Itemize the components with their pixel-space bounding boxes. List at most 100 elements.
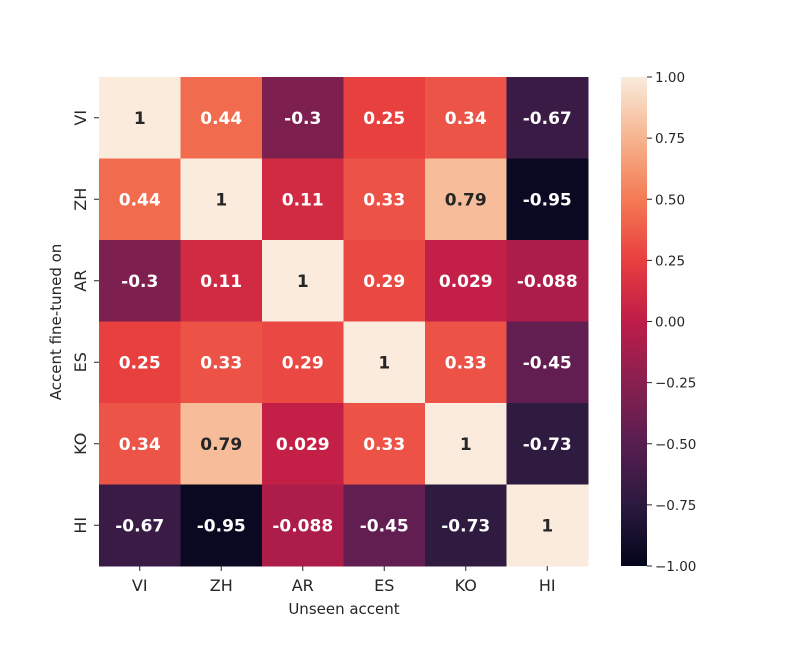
x-tick-labels: VI ZH AR ES KO HI [132, 566, 556, 595]
y-tick-labels: VI ZH AR ES KO HI [71, 110, 99, 534]
colorbar [621, 77, 647, 566]
heatmap-cell [506, 321, 589, 404]
heatmap-cell [99, 77, 181, 159]
heatmap-cell [425, 77, 507, 159]
colorbar-tick-label: 0.75 [655, 131, 685, 147]
cell-value-label: -0.67 [115, 516, 164, 536]
heatmap-cell [180, 403, 263, 485]
heatmap-cell [180, 240, 263, 322]
cell-value-label: 0.29 [282, 353, 324, 373]
heatmap-cell [506, 240, 589, 322]
cell-value-label: 0.33 [363, 435, 405, 455]
heatmap-cell [343, 484, 426, 567]
cell-value-label: 0.11 [282, 190, 324, 210]
heatmap-cell [425, 403, 507, 485]
x-tick-label: ZH [210, 576, 233, 595]
heatmap-cell [425, 158, 507, 241]
colorbar-tick-label: 1.00 [655, 70, 685, 86]
y-tick-label: ES [71, 352, 90, 372]
cell-value-label: -0.45 [360, 516, 409, 536]
cell-value-label: 1 [215, 190, 227, 210]
heatmap-cell [262, 403, 344, 485]
cell-value-label: -0.3 [284, 109, 321, 129]
cell-value-label: 0.33 [200, 353, 242, 373]
cell-value-label: 0.34 [445, 109, 487, 129]
cell-value-label: 0.44 [119, 190, 161, 210]
cell-value-label: 0.33 [445, 353, 487, 373]
cell-value-label: -0.67 [523, 109, 572, 129]
cell-value-label: -0.73 [441, 516, 490, 536]
cell-value-label: -0.45 [523, 353, 572, 373]
cell-value-label: -0.3 [121, 272, 158, 292]
cell-value-label: 0.79 [200, 435, 242, 455]
heatmap-cell [262, 77, 344, 159]
heatmap-cell [343, 240, 426, 322]
y-tick-label: VI [71, 110, 90, 126]
x-tick-label: AR [292, 576, 314, 595]
heatmap-cell [506, 158, 589, 241]
heatmap-cell [343, 403, 426, 485]
cell-value-label: 0.79 [445, 190, 487, 210]
colorbar-tick-label: −0.25 [655, 376, 696, 392]
heatmap-cell [99, 240, 181, 322]
heatmap-cell [180, 77, 263, 159]
y-tick-label: HI [71, 517, 90, 534]
cell-value-label: 1 [134, 109, 146, 129]
heatmap-cell [180, 321, 263, 404]
cell-value-label: 0.25 [119, 353, 161, 373]
cell-value-label: -0.73 [523, 435, 572, 455]
cell-value-label: -0.95 [197, 516, 246, 536]
y-axis-label: Accent fine-tuned on [47, 244, 65, 401]
heatmap-cells: 1 0.44 -0.3 0.25 0.34 -0.67 0.44 1 0.11 0.33 0.79 -… [99, 77, 589, 567]
heatmap-cell [99, 403, 181, 485]
heatmap-cell [262, 321, 344, 404]
x-tick-label: HI [539, 576, 556, 595]
cell-value-label: -0.088 [517, 272, 578, 292]
heatmap-cell [99, 484, 181, 567]
y-tick-label: KO [71, 433, 90, 455]
cell-value-label: 0.29 [363, 272, 405, 292]
cell-value-label: 0.33 [363, 190, 405, 210]
heatmap-cell [180, 484, 263, 567]
colorbar-tick-label: 0.50 [655, 192, 685, 208]
cell-value-label: 0.029 [276, 435, 330, 455]
colorbar-ticks: 1.00 0.75 0.50 0.25 0.00 −0.25 −0.50 −0.75 −1.00 [647, 70, 696, 575]
heatmap-cell [506, 77, 589, 159]
cell-value-label: 0.34 [119, 435, 161, 455]
cell-value-label: 1 [297, 272, 309, 292]
heatmap-cell [425, 240, 507, 322]
cell-value-label: 0.44 [200, 109, 242, 129]
x-tick-label: ES [374, 576, 394, 595]
colorbar-tick-label: 0.25 [655, 253, 685, 269]
colorbar-tick-label: 0.00 [655, 315, 685, 331]
y-tick-label: ZH [71, 188, 90, 211]
heatmap-cell [343, 158, 426, 241]
colorbar-tick-label: −0.50 [655, 437, 696, 453]
cell-value-label: 1 [541, 516, 553, 536]
heatmap-cell [343, 321, 426, 404]
heatmap-cell [425, 321, 507, 404]
cell-value-label: 0.029 [439, 272, 493, 292]
heatmap-cell [180, 158, 263, 241]
heatmap-cell [506, 403, 589, 485]
heatmap-cell [99, 321, 181, 404]
x-tick-label: VI [132, 576, 148, 595]
y-tick-label: AR [71, 270, 90, 292]
heatmap-cell [262, 158, 344, 241]
heatmap-cell [262, 240, 344, 322]
colorbar-tick-label: −1.00 [655, 559, 696, 575]
x-tick-label: KO [455, 576, 477, 595]
heatmap-cell [262, 484, 344, 567]
heatmap-cell [343, 77, 426, 159]
cell-value-label: 0.11 [200, 272, 242, 292]
heatmap-cell [425, 484, 507, 567]
x-axis-label: Unseen accent [288, 600, 399, 618]
cell-value-label: 1 [460, 435, 472, 455]
heatmap-cell [506, 484, 589, 567]
colorbar-tick-label: −0.75 [655, 498, 696, 514]
cell-value-label: 1 [378, 353, 390, 373]
heatmap-cell [99, 158, 181, 241]
cell-value-label: 0.25 [363, 109, 405, 129]
cell-value-label: -0.95 [523, 190, 572, 210]
